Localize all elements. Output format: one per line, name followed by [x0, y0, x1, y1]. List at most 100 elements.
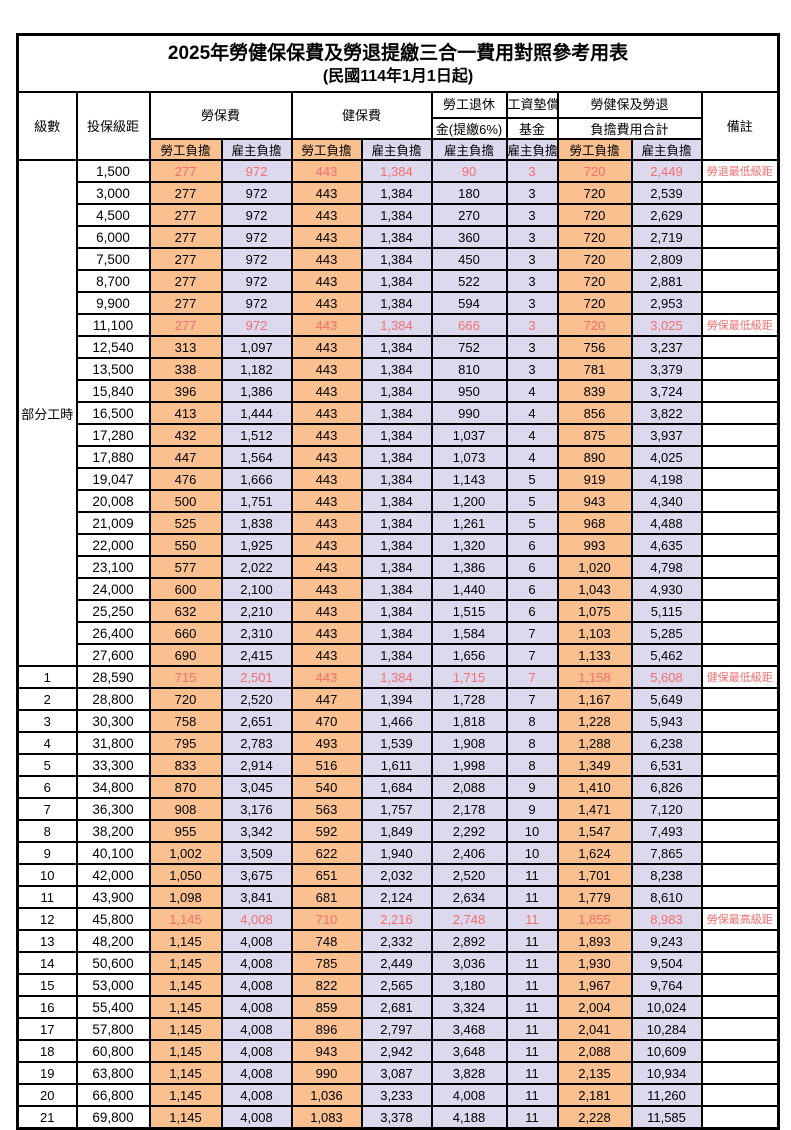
health-insurance-employer-cell: 1,384 — [360, 269, 433, 293]
wage-fund-employer-cell: 3 — [505, 291, 559, 315]
total-employer-cell: 6,531 — [630, 753, 703, 777]
wage-fund-employer-cell: 11 — [505, 1017, 559, 1041]
labor-insurance-employer-cell: 1,666 — [220, 467, 293, 491]
health-insurance-employer-cell: 1,757 — [360, 797, 433, 821]
level-cell: 16 — [16, 995, 78, 1019]
table-row: 4,500 277 972 443 1,384 270 3 720 2,629 — [18, 203, 780, 227]
part-time-group-label: 部分工時 — [16, 159, 78, 667]
wage-fund-employer-cell: 7 — [505, 643, 559, 667]
total-employee-cell: 1,075 — [556, 599, 633, 623]
health-insurance-employee-cell: 822 — [290, 973, 363, 997]
total-employer-cell: 5,285 — [630, 621, 703, 645]
table-row: 5 33,300 833 2,914 516 1,611 1,998 8 1,349 6,531 — [16, 753, 780, 777]
health-insurance-employer-cell: 1,384 — [360, 533, 433, 557]
health-insurance-employee-cell: 748 — [290, 929, 363, 953]
level-cell: 13 — [16, 929, 78, 953]
remark-cell — [700, 753, 780, 777]
table-row: 8,700 277 972 443 1,384 522 3 720 2,881 — [18, 269, 780, 293]
wage-fund-employer-cell: 6 — [505, 555, 559, 579]
remark-cell — [700, 995, 780, 1019]
level-cell: 7 — [16, 797, 78, 821]
col-header-total-line1: 勞健保及勞退 — [556, 91, 703, 119]
total-employee-cell: 720 — [556, 269, 633, 293]
level-cell: 19 — [16, 1061, 78, 1085]
bracket-cell: 31,800 — [75, 731, 151, 755]
bracket-cell: 34,800 — [75, 775, 151, 799]
total-employee-cell: 2,135 — [556, 1061, 633, 1085]
remark-cell — [700, 643, 780, 667]
health-insurance-employer-cell: 1,384 — [360, 181, 433, 205]
bracket-cell: 8,700 — [75, 269, 151, 293]
total-employee-cell: 993 — [556, 533, 633, 557]
table-row: 13,500 338 1,182 443 1,384 810 3 781 3,379 — [18, 357, 780, 381]
remark-cell — [700, 731, 780, 755]
remark-cell — [700, 511, 780, 535]
bracket-cell: 1,500 — [75, 159, 151, 183]
health-insurance-employer-cell: 1,384 — [360, 159, 433, 183]
health-insurance-employee-cell: 447 — [290, 687, 363, 711]
table-row: 21,009 525 1,838 443 1,384 1,261 5 968 4,488 — [18, 511, 780, 535]
total-employer-cell: 4,930 — [630, 577, 703, 601]
table-row: 8 38,200 955 3,342 592 1,849 2,292 10 1,547 7,493 — [16, 819, 780, 843]
total-employee-cell: 1,349 — [556, 753, 633, 777]
health-insurance-employer-cell: 1,384 — [360, 401, 433, 425]
total-employer-cell: 11,260 — [630, 1083, 703, 1107]
total-employee-cell: 2,041 — [556, 1017, 633, 1041]
health-insurance-employee-cell: 443 — [290, 445, 363, 469]
health-insurance-employee-cell: 651 — [290, 863, 363, 887]
total-employer-cell: 7,493 — [630, 819, 703, 843]
labor-insurance-employer-cell: 4,008 — [220, 929, 293, 953]
pension-employer-cell: 2,178 — [430, 797, 508, 821]
table-row: 17 57,800 1,145 4,008 896 2,797 3,468 11 2,041 10… — [16, 1017, 780, 1041]
table-row: 6,000 277 972 443 1,384 360 3 720 2,719 — [18, 225, 780, 249]
total-employee-cell: 781 — [556, 357, 633, 381]
col-header-wage-fund-line1: 工資墊償 — [505, 91, 559, 119]
page-subtitle: (民國114年1月1日起) — [322, 68, 474, 85]
labor-insurance-employee-cell: 1,145 — [148, 995, 223, 1019]
labor-insurance-employer-cell: 3,342 — [220, 819, 293, 843]
pension-employer-cell: 3,324 — [430, 995, 508, 1019]
total-employee-cell: 2,228 — [556, 1105, 633, 1130]
labor-insurance-employer-cell: 2,415 — [220, 643, 293, 667]
level-cell: 6 — [16, 775, 78, 799]
pension-employer-cell: 2,088 — [430, 775, 508, 799]
table-row: 16,500 413 1,444 443 1,384 990 4 856 3,822 — [18, 401, 780, 425]
total-employer-cell: 9,764 — [630, 973, 703, 997]
health-insurance-employee-cell: 443 — [290, 269, 363, 293]
pension-employer-cell: 270 — [430, 203, 508, 227]
total-employer-cell: 3,724 — [630, 379, 703, 403]
labor-insurance-employee-cell: 476 — [148, 467, 223, 491]
total-employer-cell: 2,629 — [630, 203, 703, 227]
total-employer-cell: 4,798 — [630, 555, 703, 579]
wage-fund-employer-cell: 11 — [505, 907, 559, 931]
total-employer-cell: 7,865 — [630, 841, 703, 865]
remark-cell — [700, 951, 780, 975]
labor-insurance-employee-cell: 277 — [148, 203, 223, 227]
labor-insurance-employee-cell: 660 — [148, 621, 223, 645]
pension-employer-cell: 180 — [430, 181, 508, 205]
health-insurance-employer-cell: 1,384 — [360, 555, 433, 579]
health-insurance-employer-cell: 2,332 — [360, 929, 433, 953]
pension-employer-cell: 4,008 — [430, 1083, 508, 1107]
bracket-cell: 45,800 — [75, 907, 151, 931]
table-row: 22,000 550 1,925 443 1,384 1,320 6 993 4,635 — [18, 533, 780, 557]
wage-fund-employer-cell: 5 — [505, 511, 559, 535]
table-row: 21 69,800 1,145 4,008 1,083 3,378 4,188 11 2,228… — [16, 1105, 780, 1130]
table-row: 11 43,900 1,098 3,841 681 2,124 2,634 11 1,779 8,… — [16, 885, 780, 909]
total-employee-cell: 1,410 — [556, 775, 633, 799]
labor-insurance-employee-cell: 500 — [148, 489, 223, 513]
total-employee-cell: 1,624 — [556, 841, 633, 865]
health-insurance-employee-cell: 443 — [290, 643, 363, 667]
labor-insurance-employer-cell: 972 — [220, 313, 293, 337]
level-cell: 4 — [16, 731, 78, 755]
total-employee-cell: 1,228 — [556, 709, 633, 733]
labor-insurance-employee-cell: 1,145 — [148, 1039, 223, 1063]
total-employee-cell: 919 — [556, 467, 633, 491]
total-employee-cell: 720 — [556, 203, 633, 227]
labor-insurance-employee-cell: 277 — [148, 181, 223, 205]
page-title: 2025年勞健保保費及勞退提繳三合一費用對照參考用表 — [167, 43, 629, 64]
total-employer-cell: 5,115 — [630, 599, 703, 623]
labor-insurance-employer-cell: 2,022 — [220, 555, 293, 579]
total-employee-cell: 2,181 — [556, 1083, 633, 1107]
col-header-level: 級數 — [16, 91, 78, 161]
